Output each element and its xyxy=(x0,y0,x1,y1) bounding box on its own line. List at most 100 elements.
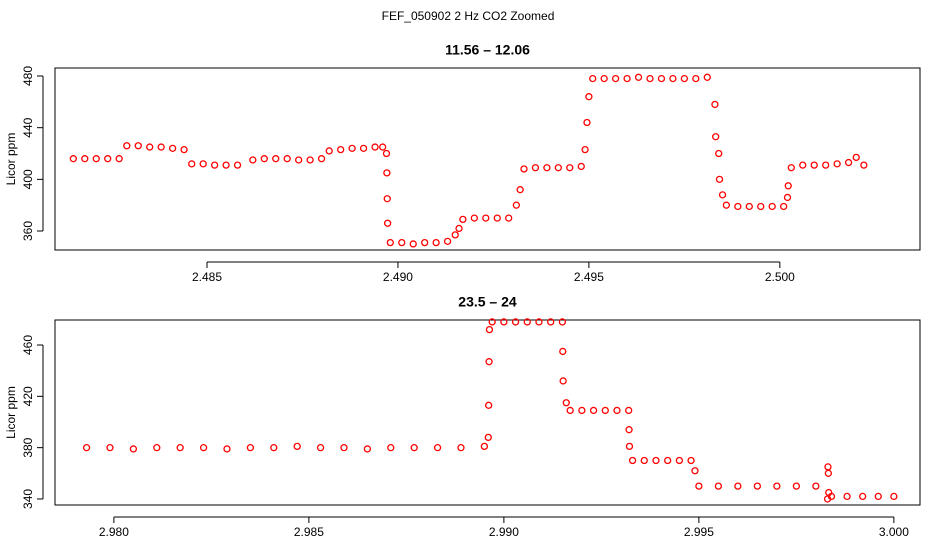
data-point xyxy=(860,161,868,169)
data-point xyxy=(531,164,540,172)
data-point xyxy=(382,149,391,158)
data-point xyxy=(199,160,207,168)
data-point xyxy=(410,444,418,452)
data-point xyxy=(566,406,574,415)
data-point xyxy=(455,224,463,233)
data-point xyxy=(859,492,867,501)
y-tick-label: 440 xyxy=(21,117,35,137)
data-point xyxy=(669,74,677,83)
data-point xyxy=(613,406,621,415)
data-point xyxy=(249,156,257,164)
data-point xyxy=(734,202,742,211)
data-point xyxy=(600,74,608,83)
data-point xyxy=(783,193,792,202)
data-point xyxy=(646,74,654,83)
data-point xyxy=(520,165,528,173)
data-point xyxy=(718,191,727,199)
data-point xyxy=(272,155,280,163)
data-point xyxy=(260,155,268,163)
x-tick-label: 3.000 xyxy=(879,525,909,539)
x-tick-label: 2.995 xyxy=(684,525,714,539)
data-point xyxy=(157,143,165,151)
data-point xyxy=(270,444,278,452)
data-point xyxy=(383,195,391,203)
data-point xyxy=(581,145,589,154)
data-point xyxy=(451,231,459,239)
data-point xyxy=(784,182,792,190)
data-point xyxy=(822,161,830,169)
data-point xyxy=(559,347,567,356)
data-point xyxy=(680,74,689,83)
data-point xyxy=(146,143,154,151)
data-point xyxy=(824,463,832,471)
data-point xyxy=(745,202,753,211)
data-point xyxy=(589,406,598,415)
y-tick-label: 380 xyxy=(21,437,35,457)
x-tick-label: 2.985 xyxy=(294,525,324,539)
data-point xyxy=(493,214,501,222)
data-point xyxy=(81,155,89,163)
y-tick-label: 360 xyxy=(21,221,35,241)
data-point xyxy=(585,93,593,101)
data-point xyxy=(386,238,394,247)
panel-title: 11.56 – 12.06 xyxy=(445,42,530,58)
data-point xyxy=(687,456,695,465)
y-tick-label: 460 xyxy=(21,335,35,355)
data-point xyxy=(843,492,851,501)
data-point xyxy=(470,214,478,222)
panel-title: 23.5 – 24 xyxy=(458,294,517,310)
data-point xyxy=(562,399,570,407)
data-point xyxy=(833,160,841,168)
data-point xyxy=(812,482,820,490)
x-tick-label: 2.490 xyxy=(383,270,413,284)
data-point xyxy=(715,149,723,158)
data-point xyxy=(500,318,508,326)
x-tick-label: 2.500 xyxy=(765,270,795,284)
data-point xyxy=(547,318,555,326)
data-point xyxy=(611,74,620,83)
y-tick-label: 420 xyxy=(21,386,35,406)
data-point xyxy=(657,74,666,83)
data-point xyxy=(115,155,123,163)
data-point xyxy=(92,155,100,163)
x-tick-label: 2.980 xyxy=(99,525,129,539)
data-point xyxy=(316,444,325,452)
data-point xyxy=(123,142,131,150)
data-point xyxy=(340,444,348,452)
data-point xyxy=(306,156,314,164)
data-point xyxy=(210,161,219,169)
x-tick-label: 2.990 xyxy=(489,525,519,539)
plot-frame xyxy=(54,67,921,251)
data-point xyxy=(488,318,496,326)
y-tick-label: 340 xyxy=(21,489,35,509)
data-point xyxy=(554,164,562,172)
data-point xyxy=(246,444,255,452)
data-point xyxy=(722,201,731,209)
data-point xyxy=(773,482,781,490)
data-point xyxy=(398,238,406,247)
data-point xyxy=(371,143,379,151)
data-point xyxy=(625,442,634,451)
data-point xyxy=(69,155,77,163)
data-point xyxy=(82,444,91,452)
data-point xyxy=(634,73,643,81)
data-point xyxy=(589,74,597,83)
data-point xyxy=(640,456,648,465)
data-point xyxy=(283,155,291,163)
data-point xyxy=(383,219,392,227)
data-point xyxy=(188,160,196,168)
x-tick-label: 2.485 xyxy=(192,270,222,284)
data-point xyxy=(890,492,898,501)
data-point xyxy=(625,426,633,434)
y-tick-label: 480 xyxy=(21,66,35,86)
data-point xyxy=(780,202,788,211)
data-point xyxy=(703,73,711,81)
plot-frame xyxy=(54,319,921,506)
data-point xyxy=(180,145,188,154)
data-point xyxy=(583,118,591,127)
data-point xyxy=(652,456,660,465)
data-point xyxy=(810,161,818,169)
data-point xyxy=(485,325,494,334)
data-point xyxy=(223,445,231,453)
